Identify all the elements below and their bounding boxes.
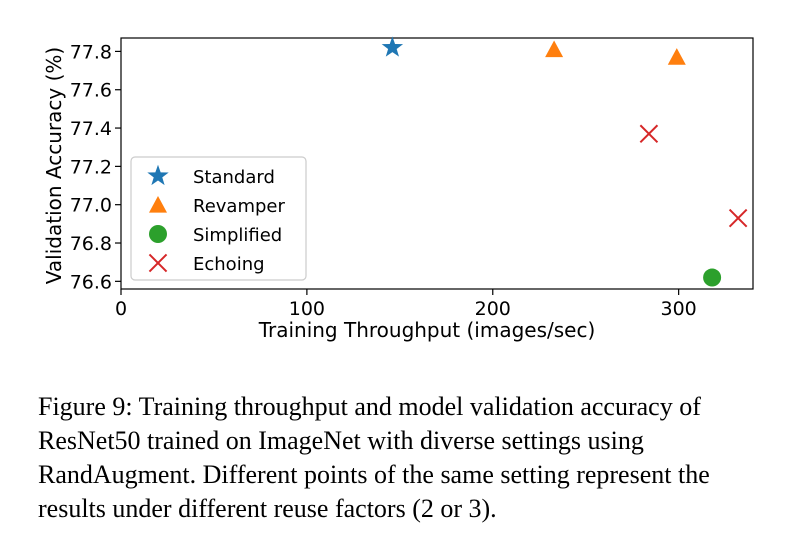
legend-marker-echoing [148,253,168,273]
y-tick-label: 77.8 [70,41,112,63]
data-point-echoing [639,124,659,144]
legend-label: Standard [193,167,275,188]
data-point-simplified [703,268,722,287]
x-tick-label: 300 [661,298,697,320]
x-tick-label: 200 [475,298,511,320]
legend-box [130,156,307,281]
legend-label: Echoing [193,254,265,275]
x-tick-label: 100 [289,298,325,320]
data-point-revamper [667,48,686,65]
y-tick-label: 76.8 [70,233,112,255]
y-tick-label: 77.4 [70,118,112,140]
legend-marker-standard [147,164,169,186]
legend-label: Revamper [193,196,285,217]
y-tick-label: 77.6 [70,80,112,102]
scatter-chart: 0 100 200 300 76.6 76.8 77.0 77.2 77.4 77.6 77.8 Tr… [42,36,754,342]
y-tick-label: 76.6 [70,271,112,293]
plot-frame [120,37,754,290]
legend-marker-simplified [149,225,167,243]
y-tick-label: 77.2 [70,156,112,178]
x-axis-label: Training Throughput (images/sec) [258,318,596,342]
x-tick-label: 0 [115,298,127,320]
legend-marker-revamper [149,196,167,213]
figure-caption: Figure 9: Training throughput and model … [38,392,710,523]
legend-label: Simplified [193,225,282,246]
data-point-revamper [545,40,564,58]
y-tick-label: 77.0 [70,195,112,217]
y-axis-label: Validation Accuracy (%) [42,47,66,284]
data-point-standard [381,36,404,57]
data-point-echoing [728,208,748,228]
